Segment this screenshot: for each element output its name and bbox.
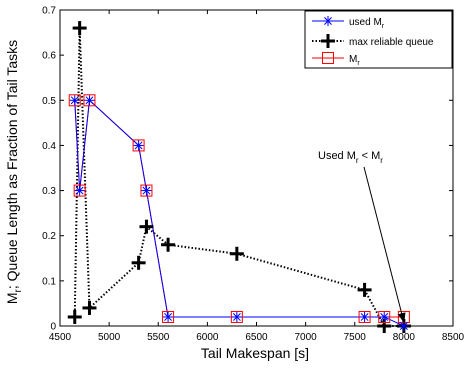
y-tick-label: 0.7 <box>42 6 56 17</box>
mr-point <box>140 184 153 197</box>
used-mr-point <box>133 140 144 151</box>
x-axis-label: Tail Makespan [s] <box>201 345 309 361</box>
max-reliable-point <box>139 219 154 234</box>
max-reliable-point <box>82 300 97 315</box>
legend: used Mr max reliable queue Mr <box>304 10 453 69</box>
used-mr-point <box>163 311 174 322</box>
y-axis-label-rest: ; Queue Length as Fraction of Tail Tasks <box>4 40 20 289</box>
used-mr-point <box>359 311 370 322</box>
annotation-text-a: Used M <box>318 150 356 162</box>
used-mr-point <box>398 321 409 331</box>
annotation-text-b: < M <box>359 150 381 162</box>
legend-samples <box>312 16 344 64</box>
mr-point <box>132 139 145 152</box>
x-tick-label: 5000 <box>98 332 121 343</box>
series-line-used_mr <box>74 99 405 327</box>
used-mr-point <box>141 185 152 196</box>
mr-point <box>378 310 391 323</box>
y-tick-label: 0.4 <box>42 141 56 152</box>
y-axis-label: Mr; Queue Length as Fraction of Tail Tas… <box>4 40 24 304</box>
annotation-sub-a: r <box>356 156 359 165</box>
annotation: Used Mr < Mr <box>318 150 406 323</box>
series-layer <box>67 21 411 333</box>
annotation-sub-b: r <box>380 156 383 165</box>
mr-point <box>83 94 96 107</box>
x-tick-label: 6500 <box>245 332 268 343</box>
max-reliable-point <box>131 255 146 270</box>
x-tick-label: 7500 <box>344 332 367 343</box>
used-mr-point <box>323 16 333 26</box>
x-tick-label: 4500 <box>49 332 72 343</box>
mr-point <box>230 310 243 323</box>
legend-mr-sub: r <box>357 60 360 67</box>
legend-mr-name: M <box>349 54 357 65</box>
used-mr-point <box>231 311 242 322</box>
y-tick-label: 0.2 <box>42 231 56 242</box>
legend-used-mr-sub: r <box>382 23 385 30</box>
x-tick-label: 8500 <box>442 332 465 343</box>
series-markers-used_mr <box>69 95 409 331</box>
used-mr-point <box>74 185 85 196</box>
max-reliable-point <box>161 237 176 252</box>
x-tick-label: 8000 <box>393 332 416 343</box>
y-tick-label: 0 <box>50 322 56 333</box>
max-reliable-point <box>72 21 87 36</box>
mr-point <box>68 94 81 107</box>
max-reliable-point <box>357 282 372 297</box>
mr-point <box>162 310 175 323</box>
legend-label-mr: Mr <box>349 54 360 67</box>
used-mr-point <box>379 311 390 322</box>
y-axis-label-m: M <box>4 292 20 304</box>
max-reliable-point <box>229 246 244 261</box>
y-tick-label: 0.3 <box>42 186 56 197</box>
x-tick-label: 7000 <box>295 332 318 343</box>
max-reliable-point <box>67 309 82 324</box>
y-tick-label: 0.1 <box>42 276 56 287</box>
annotation-arrow <box>363 166 406 323</box>
x-tick-label: 5500 <box>147 332 170 343</box>
mr-point <box>73 184 86 197</box>
y-tick-label: 0.5 <box>42 96 56 107</box>
used-mr-point <box>69 95 80 106</box>
annotation-text: Used Mr < Mr <box>318 150 383 165</box>
axis-ticks: 4500 5000 5500 6000 6500 7000 7500 8000 8500 0 0.1… <box>42 6 464 344</box>
series-used_mr <box>74 99 405 327</box>
legend-max-reliable-name: max reliable queue <box>349 37 434 48</box>
mr-point <box>322 52 334 64</box>
max-reliable-point <box>321 34 335 48</box>
used-mr-point <box>84 95 95 106</box>
y-axis-label-sub: r <box>13 288 24 292</box>
mr-point <box>358 310 371 323</box>
series-max_reliable <box>73 28 404 327</box>
x-tick-label: 6000 <box>196 332 219 343</box>
series-markers-mr <box>68 94 410 323</box>
legend-used-mr-name: used M <box>349 17 382 28</box>
series-line-max_reliable <box>73 28 404 327</box>
legend-label-max-reliable: max reliable queue <box>349 37 434 48</box>
y-tick-label: 0.6 <box>42 51 56 62</box>
legend-label-used-mr: used Mr <box>349 17 385 30</box>
